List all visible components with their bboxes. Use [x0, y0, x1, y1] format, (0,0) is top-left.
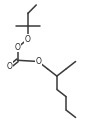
Text: O: O [7, 62, 13, 71]
Text: O: O [25, 35, 31, 44]
Text: O: O [15, 43, 21, 52]
Text: O: O [35, 57, 41, 66]
